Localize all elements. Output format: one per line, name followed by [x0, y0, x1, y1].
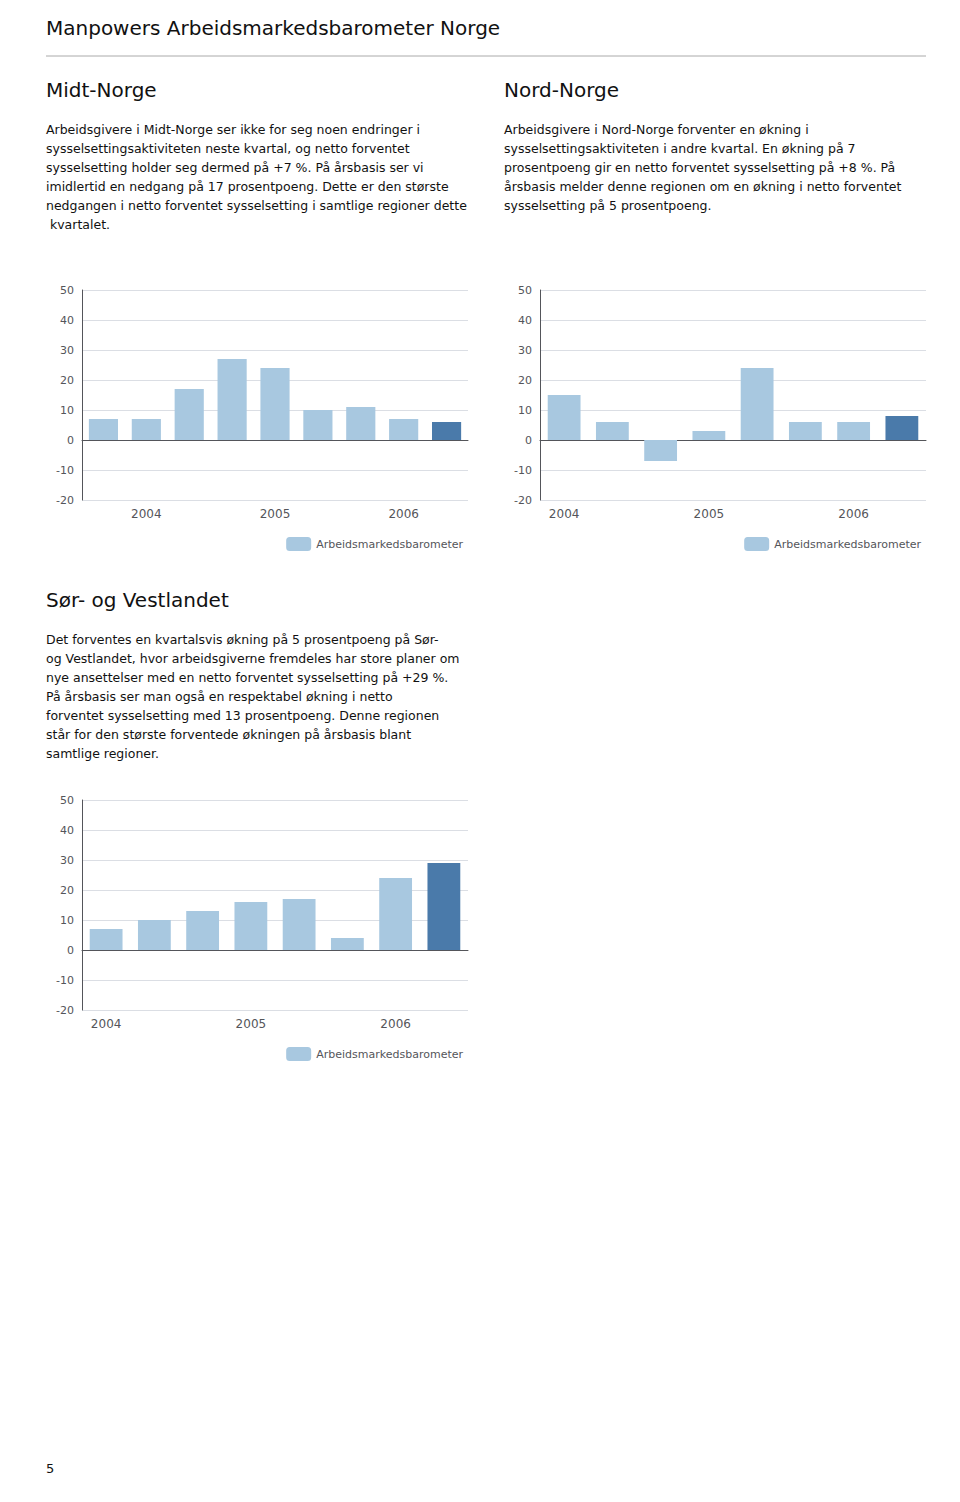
- svg-text:50: 50: [518, 284, 532, 297]
- svg-text:2005: 2005: [260, 507, 291, 521]
- svg-text:årsbasis melder denne regionen: årsbasis melder denne regionen om en økn…: [504, 179, 905, 194]
- svg-text:20: 20: [518, 374, 532, 387]
- svg-text:-20: -20: [514, 494, 532, 507]
- svg-text:20: 20: [60, 884, 74, 897]
- svg-text:sysselsettingsaktiviteten i an: sysselsettingsaktiviteten i andre kvarta…: [504, 141, 859, 156]
- svg-text:2006: 2006: [838, 507, 869, 521]
- svg-text:30: 30: [60, 344, 74, 357]
- svg-text:5: 5: [46, 1461, 54, 1476]
- svg-text:sysselsetting holder seg derme: sysselsetting holder seg dermed på +7 %.…: [46, 160, 428, 175]
- svg-text:Midt-Norge: Midt-Norge: [46, 78, 157, 102]
- svg-text:imidlertid en nedgang på 17 pr: imidlertid en nedgang på 17 prosentpoeng…: [46, 179, 453, 194]
- svg-text:-10: -10: [514, 464, 532, 477]
- svg-text:og Vestlandet, hvor arbeidsgiv: og Vestlandet, hvor arbeidsgiverne fremd…: [46, 651, 463, 666]
- svg-text:står for den største forvented: står for den største forventede økningen…: [46, 727, 415, 742]
- svg-text:2005: 2005: [694, 507, 725, 521]
- svg-text:Nord-Norge: Nord-Norge: [504, 78, 619, 102]
- svg-text:2006: 2006: [380, 1017, 411, 1031]
- svg-text:30: 30: [518, 344, 532, 357]
- svg-text:0: 0: [67, 944, 74, 957]
- svg-text:Det forventes en kvartalsvis ø: Det forventes en kvartalsvis økning på 5…: [46, 632, 443, 647]
- svg-text:30: 30: [60, 854, 74, 867]
- svg-text:prosentpoeng gir en netto forv: prosentpoeng gir en netto forventet syss…: [504, 160, 899, 175]
- svg-text:2005: 2005: [236, 1017, 267, 1031]
- svg-text:sysselsetting på 5 prosentpoen: sysselsetting på 5 prosentpoeng.: [504, 198, 711, 213]
- svg-text:Sør- og Vestlandet: Sør- og Vestlandet: [46, 588, 229, 612]
- svg-text:2004: 2004: [131, 507, 162, 521]
- svg-text:-10: -10: [56, 464, 74, 477]
- svg-text:2004: 2004: [91, 1017, 122, 1031]
- svg-text:-10: -10: [56, 974, 74, 987]
- svg-text:-20: -20: [56, 1004, 74, 1017]
- svg-text:Arbeidsgivere i Nord-Norge for: Arbeidsgivere i Nord-Norge forventer en …: [504, 122, 813, 137]
- svg-text:2006: 2006: [388, 507, 419, 521]
- svg-text:0: 0: [67, 434, 74, 447]
- svg-text:forventet sysselsetting med 13: forventet sysselsetting med 13 prosentpo…: [46, 708, 443, 723]
- svg-text:Arbeidsmarkedsbarometer: Arbeidsmarkedsbarometer: [774, 538, 921, 551]
- svg-text:På årsbasis ser man også en re: På årsbasis ser man også en respektabel …: [46, 689, 397, 704]
- svg-text:-20: -20: [56, 494, 74, 507]
- svg-text:2004: 2004: [549, 507, 580, 521]
- svg-text:10: 10: [60, 914, 74, 927]
- svg-text:20: 20: [60, 374, 74, 387]
- svg-text:samtlige regioner.: samtlige regioner.: [46, 746, 159, 761]
- svg-text:Arbeidsmarkedsbarometer: Arbeidsmarkedsbarometer: [316, 538, 463, 551]
- svg-text:sysselsettingsaktiviteten nest: sysselsettingsaktiviteten neste kvartal,…: [46, 141, 414, 156]
- svg-text:50: 50: [60, 284, 74, 297]
- svg-text:40: 40: [60, 824, 74, 837]
- svg-text:10: 10: [518, 404, 532, 417]
- svg-text:kvartalet.: kvartalet.: [46, 217, 110, 232]
- svg-text:10: 10: [60, 404, 74, 417]
- svg-text:Arbeidsmarkedsbarometer: Arbeidsmarkedsbarometer: [316, 1048, 463, 1061]
- svg-text:40: 40: [518, 314, 532, 327]
- svg-text:Manpowers Arbeidsmarkedsbarome: Manpowers Arbeidsmarkedsbarometer Norge: [46, 16, 500, 40]
- svg-text:nye ansettelser med en netto f: nye ansettelser med en netto forventet s…: [46, 670, 452, 685]
- svg-text:Arbeidsgivere i Midt-Norge ser: Arbeidsgivere i Midt-Norge ser ikke for …: [46, 122, 424, 137]
- svg-text:40: 40: [60, 314, 74, 327]
- svg-text:nedgangen i netto forventet sy: nedgangen i netto forventet sysselsettin…: [46, 198, 467, 213]
- svg-text:50: 50: [60, 794, 74, 807]
- svg-text:0: 0: [525, 434, 532, 447]
